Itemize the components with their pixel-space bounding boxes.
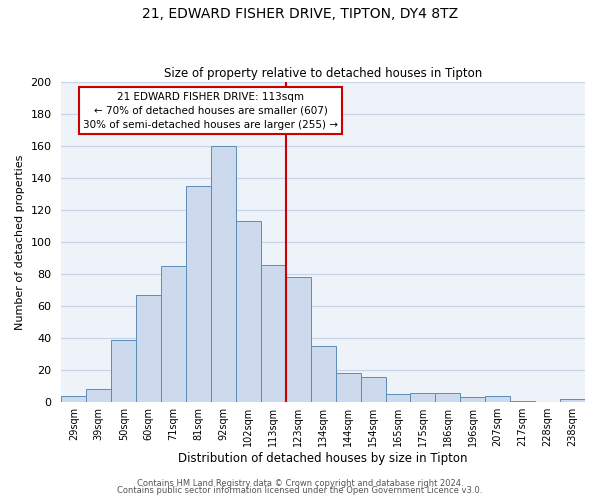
Bar — [560, 399, 585, 402]
Bar — [485, 396, 510, 402]
Bar — [311, 346, 335, 402]
Bar — [335, 374, 361, 402]
Bar — [61, 396, 86, 402]
Bar — [261, 264, 286, 402]
Bar — [236, 222, 261, 402]
Y-axis label: Number of detached properties: Number of detached properties — [15, 154, 25, 330]
Bar — [361, 376, 386, 402]
Bar — [286, 278, 311, 402]
Bar — [510, 400, 535, 402]
Bar — [436, 392, 460, 402]
Text: Contains HM Land Registry data © Crown copyright and database right 2024.: Contains HM Land Registry data © Crown c… — [137, 478, 463, 488]
Bar — [111, 340, 136, 402]
X-axis label: Distribution of detached houses by size in Tipton: Distribution of detached houses by size … — [178, 452, 468, 465]
Title: Size of property relative to detached houses in Tipton: Size of property relative to detached ho… — [164, 66, 482, 80]
Bar — [211, 146, 236, 402]
Bar — [186, 186, 211, 402]
Bar — [410, 392, 436, 402]
Bar — [386, 394, 410, 402]
Bar — [136, 295, 161, 402]
Text: 21 EDWARD FISHER DRIVE: 113sqm
← 70% of detached houses are smaller (607)
30% of: 21 EDWARD FISHER DRIVE: 113sqm ← 70% of … — [83, 92, 338, 130]
Text: 21, EDWARD FISHER DRIVE, TIPTON, DY4 8TZ: 21, EDWARD FISHER DRIVE, TIPTON, DY4 8TZ — [142, 8, 458, 22]
Text: Contains public sector information licensed under the Open Government Licence v3: Contains public sector information licen… — [118, 486, 482, 495]
Bar — [460, 398, 485, 402]
Bar — [86, 390, 111, 402]
Bar — [161, 266, 186, 402]
